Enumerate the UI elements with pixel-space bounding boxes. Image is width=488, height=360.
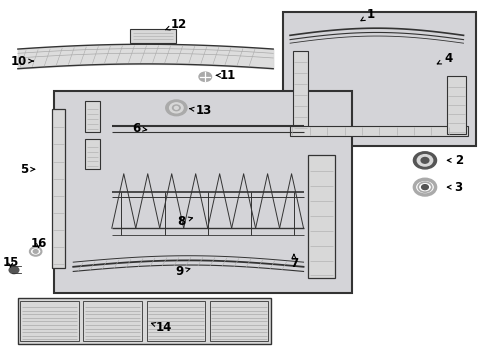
Text: 8: 8 bbox=[177, 215, 192, 228]
Circle shape bbox=[174, 107, 178, 109]
Bar bbox=[209, 301, 268, 342]
Circle shape bbox=[199, 72, 211, 81]
Text: 4: 4 bbox=[436, 52, 451, 65]
Circle shape bbox=[33, 249, 38, 253]
Text: 6: 6 bbox=[131, 122, 146, 135]
Bar bbox=[130, 29, 176, 43]
Text: 7: 7 bbox=[289, 254, 297, 270]
Bar bbox=[20, 301, 79, 342]
Text: 11: 11 bbox=[216, 69, 235, 82]
Circle shape bbox=[172, 105, 180, 111]
Circle shape bbox=[421, 185, 427, 190]
Bar bbox=[18, 298, 270, 344]
Text: 13: 13 bbox=[189, 104, 211, 117]
Text: 5: 5 bbox=[20, 163, 35, 176]
Bar bbox=[83, 301, 142, 342]
Text: 12: 12 bbox=[165, 18, 187, 31]
Circle shape bbox=[9, 266, 19, 274]
Bar bbox=[308, 155, 334, 278]
Circle shape bbox=[169, 103, 183, 113]
Text: 9: 9 bbox=[175, 265, 189, 278]
Bar bbox=[146, 301, 205, 342]
Bar bbox=[289, 126, 468, 136]
Circle shape bbox=[412, 152, 436, 169]
Bar bbox=[51, 109, 65, 267]
Bar bbox=[85, 102, 100, 132]
Circle shape bbox=[172, 105, 180, 111]
Circle shape bbox=[420, 157, 428, 163]
Bar bbox=[85, 139, 100, 169]
Circle shape bbox=[169, 103, 183, 113]
Text: 16: 16 bbox=[30, 237, 47, 250]
Circle shape bbox=[416, 155, 432, 166]
Bar bbox=[54, 91, 351, 293]
Text: 15: 15 bbox=[2, 256, 19, 269]
Text: 3: 3 bbox=[447, 181, 462, 194]
Text: 1: 1 bbox=[360, 8, 374, 21]
Circle shape bbox=[165, 100, 186, 116]
Bar bbox=[446, 76, 465, 134]
Text: 10: 10 bbox=[11, 55, 33, 68]
Text: 2: 2 bbox=[447, 154, 462, 167]
Bar bbox=[293, 51, 307, 132]
Bar bbox=[282, 12, 475, 146]
Text: 14: 14 bbox=[151, 321, 172, 334]
